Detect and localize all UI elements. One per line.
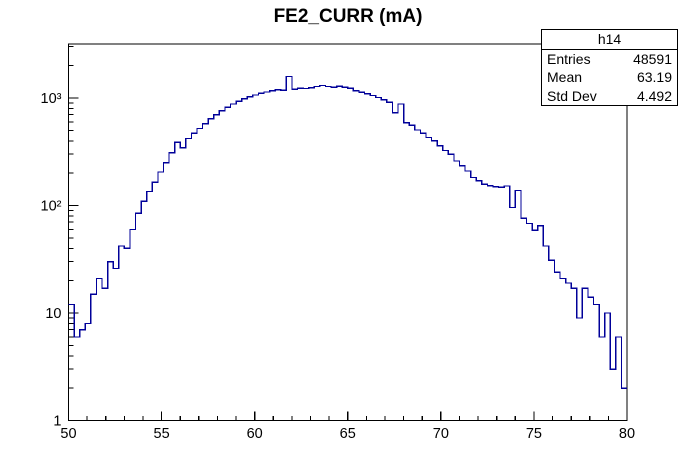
stats-row-entries: Entries 48591 [542, 50, 677, 68]
stats-mean-value: 63.19 [636, 69, 672, 86]
plot-title: FE2_CURR (mA) [273, 6, 423, 27]
x-tick-label: 55 [154, 426, 170, 442]
y-tick-label: 1 [53, 414, 61, 430]
y-tick-label: 10² [41, 199, 62, 215]
stats-row-mean: Mean 63.19 [542, 68, 677, 86]
x-tick-label: 65 [340, 426, 356, 442]
stats-stddev-label: Std Dev [547, 87, 597, 104]
x-tick-label: 75 [526, 426, 542, 442]
stats-stddev-value: 4.492 [636, 87, 672, 104]
stats-entries-label: Entries [547, 51, 591, 68]
x-tick-label: 60 [247, 426, 263, 442]
x-tick-label: 70 [433, 426, 449, 442]
stats-box-title: h14 [542, 30, 677, 50]
stats-row-stddev: Std Dev 4.492 [542, 87, 677, 105]
stats-box: h14 Entries 48591 Mean 63.19 Std Dev 4.4… [541, 29, 678, 106]
stats-entries-value: 48591 [633, 51, 672, 68]
x-tick-label: 80 [619, 426, 635, 442]
stats-box-rows: Entries 48591 Mean 63.19 Std Dev 4.492 [542, 50, 677, 105]
stats-mean-label: Mean [547, 69, 583, 86]
y-tick-label: 10 [45, 306, 61, 322]
histogram-step-line [68, 75, 627, 389]
x-tick-label: 50 [60, 426, 76, 442]
y-tick-label: 10³ [41, 91, 62, 107]
